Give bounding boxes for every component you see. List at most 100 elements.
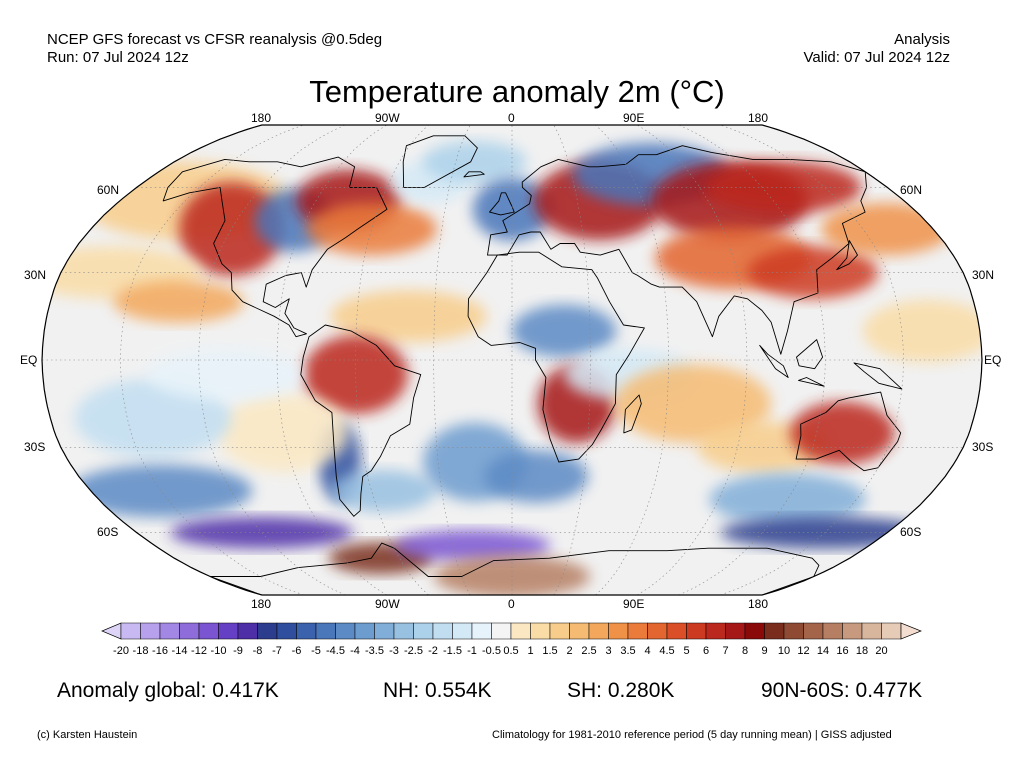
colorbar-swatch — [686, 622, 707, 640]
colorbar-swatch — [822, 622, 843, 640]
lat-label-left-eq: EQ — [20, 353, 38, 367]
colorbar-swatch — [432, 622, 453, 640]
colorbar-swatch — [159, 622, 180, 640]
colorbar-tick-label: -4 — [350, 645, 360, 657]
colorbar-tick-label: -5 — [311, 645, 321, 657]
colorbar-swatch — [803, 622, 824, 640]
colorbar-swatch — [510, 622, 531, 640]
colorbar-tick-label: 9 — [761, 645, 768, 657]
colorbar-swatch — [647, 622, 668, 640]
colorbar-tick-label: -4.5 — [326, 645, 345, 657]
colorbar-swatch — [120, 622, 141, 640]
colorbar-swatch — [608, 622, 629, 640]
colorbar-tick-label: -18 — [132, 645, 149, 657]
colorbar-tick-label: -6 — [291, 645, 302, 657]
colorbar-tick-label: 4.5 — [659, 645, 675, 657]
colorbar-tick-label: 7 — [722, 645, 729, 657]
map-boundary — [41, 124, 983, 596]
colorbar-swatch — [666, 622, 687, 640]
colorbar-tick-label: 8 — [741, 645, 749, 657]
lat-label-left-60n: 60N — [97, 183, 120, 197]
map-title: Temperature anomaly 2m (°C) — [309, 74, 725, 109]
colorbar-tick-label: 18 — [855, 645, 869, 657]
lon-label-top-180e: 180 — [748, 111, 769, 125]
colorbar-swatch — [315, 622, 336, 640]
colorbar-tick-label: -1.5 — [443, 645, 462, 657]
colorbar-tick-label: 6 — [702, 645, 710, 657]
colorbar-swatch — [179, 622, 200, 640]
colorbar-swatch — [588, 622, 609, 640]
colorbar-swatch — [549, 622, 570, 640]
colorbar-swatch — [783, 622, 804, 640]
colorbar-tick-label: -3 — [389, 645, 399, 657]
colorbar-tick-label: -2 — [428, 645, 438, 657]
colorbar-swatch — [530, 622, 551, 640]
colorbar-over-arrow — [900, 622, 922, 640]
colorbar — [101, 622, 922, 640]
colorbar-under-arrow — [101, 622, 122, 640]
colorbar-tick-label: 1 — [527, 645, 534, 657]
colorbar-swatch — [725, 622, 746, 640]
copyright-note: (c) Karsten Haustein — [37, 729, 138, 741]
colorbar-swatch — [881, 622, 902, 640]
lon-label-top-0: 0 — [508, 111, 515, 125]
colorbar-swatch — [296, 622, 317, 640]
stat-global-anomaly: Anomaly global: 0.417K — [57, 679, 279, 702]
colorbar-tick-label: -14 — [171, 645, 188, 657]
colorbar-tick-label: 16 — [836, 645, 849, 657]
colorbar-tick-label: -3.5 — [365, 645, 384, 657]
valid-time: Valid: 07 Jul 2024 12z — [803, 49, 951, 66]
stat-sh-anomaly: SH: 0.280K — [567, 679, 675, 702]
colorbar-swatch — [335, 622, 356, 640]
lon-label-top-90e: 90E — [623, 111, 645, 125]
colorbar-swatch — [705, 622, 726, 640]
colorbar-tick-label: 10 — [777, 645, 791, 657]
colorbar-tick-label: -0.5 — [482, 645, 501, 657]
colorbar-swatch — [354, 622, 375, 640]
lat-label-left-30n: 30N — [24, 268, 47, 282]
colorbar-tick-label: 0.5 — [503, 645, 519, 657]
lat-label-right-60n: 60N — [900, 183, 923, 197]
colorbar-tick-label: 14 — [816, 645, 830, 657]
lon-label-bottom-180w: 180 — [251, 597, 272, 611]
colorbar-tick-label: 1.5 — [542, 645, 558, 657]
colorbar-tick-label: 3.5 — [620, 645, 636, 657]
colorbar-tick-label: 4 — [644, 645, 651, 657]
colorbar-tick-label: 5 — [683, 645, 690, 657]
colorbar-swatch — [569, 622, 590, 640]
colorbar-tick-label: -2.5 — [404, 645, 423, 657]
colorbar-tick-label: -9 — [233, 645, 243, 657]
header-right: Analysis Valid: 07 Jul 2024 12z — [804, 31, 951, 67]
header-left: NCEP GFS forecast vs CFSR reanalysis @0.… — [47, 31, 382, 67]
colorbar-swatch — [237, 622, 258, 640]
colorbar-tick-label: -7 — [272, 645, 282, 657]
colorbar-swatch — [198, 622, 219, 640]
colorbar-tick-label: 12 — [797, 645, 810, 657]
lat-label-right-60s: 60S — [900, 525, 922, 539]
colorbar-swatch — [413, 622, 434, 640]
colorbar-tick-label: -20 — [113, 645, 129, 657]
climatology-note: Climatology for 1981-2010 reference peri… — [492, 729, 892, 741]
model-description: NCEP GFS forecast vs CFSR reanalysis @0.… — [47, 31, 383, 48]
colorbar-swatch — [374, 622, 395, 640]
colorbar-tick-label: 2.5 — [581, 645, 597, 657]
lat-label-right-eq: EQ — [984, 353, 1002, 367]
colorbar-swatch — [140, 622, 161, 640]
run-time: Run: 07 Jul 2024 12z — [47, 49, 189, 66]
colorbar-swatch — [842, 622, 863, 640]
lat-label-left-60s: 60S — [97, 525, 119, 539]
colorbar-tick-labels: -20 -18 -16 -14 -12 -10 -9 -8 -7 -6 -5 -4.5 -4 -3.5 -3… — [0, 645, 1024, 661]
lon-label-bottom-90w: 90W — [375, 597, 400, 611]
colorbar-tick-label: -10 — [210, 645, 227, 657]
lon-label-bottom-180e: 180 — [748, 597, 769, 611]
colorbar-tick-label: 20 — [875, 645, 888, 657]
colorbar-swatch — [257, 622, 278, 640]
colorbar-swatch — [744, 622, 765, 640]
colorbar-swatch — [218, 622, 239, 640]
colorbar-swatch — [471, 622, 492, 640]
lon-label-top-90w: 90W — [375, 111, 400, 125]
colorbar-tick-label: 3 — [605, 645, 612, 657]
stat-90n-60s-anomaly: 90N-60S: 0.477K — [761, 679, 923, 702]
